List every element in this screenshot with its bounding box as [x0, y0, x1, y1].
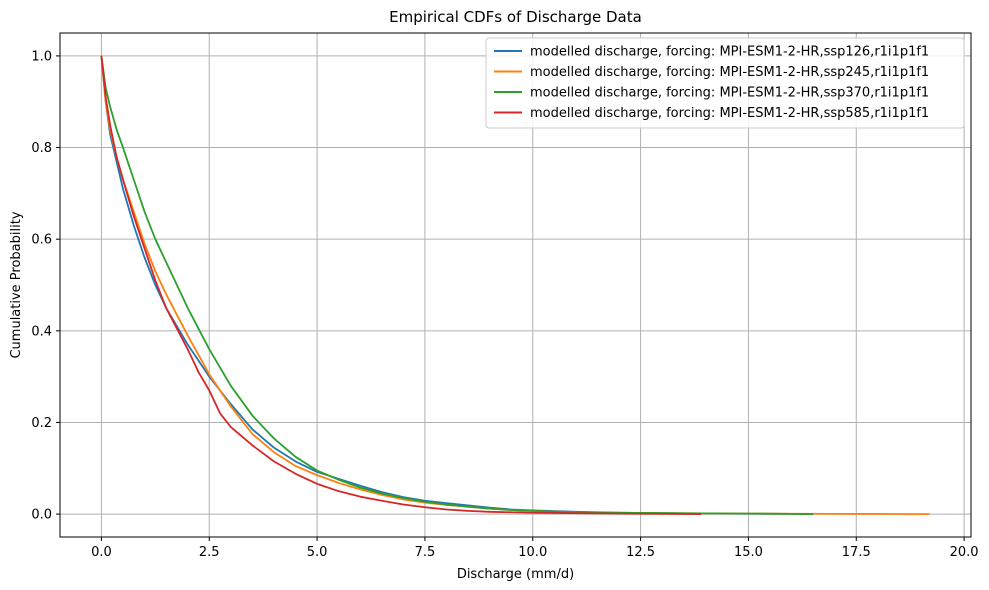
x-tick-label: 12.5 [626, 545, 655, 560]
x-tick-label: 5.0 [307, 545, 328, 560]
plot-frame [59, 32, 972, 538]
axis-ticks: 0.0 2.5 5.0 7.5 10.0 12.5 15.0 17.5 20.0 0.0 0.2 0.… [31, 49, 978, 560]
x-tick-label: 10.0 [518, 545, 547, 560]
x-tick-label: 2.5 [199, 545, 220, 560]
legend-label: modelled discharge, forcing: MPI-ESM1-2-… [530, 86, 929, 101]
x-tick-label: 15.0 [734, 545, 763, 560]
chart-title: Empirical CDFs of Discharge Data [389, 8, 642, 26]
x-tick-label: 7.5 [415, 545, 436, 560]
x-axis-title: Discharge (mm/d) [457, 567, 574, 582]
series-line-4 [100, 55, 701, 515]
y-tick-label: 0.4 [31, 324, 52, 339]
series-line-3 [100, 55, 814, 515]
y-tick-label: 1.0 [31, 49, 52, 64]
y-tick-label: 0.0 [31, 508, 52, 523]
y-tick-label: 0.8 [31, 141, 52, 156]
legend: modelled discharge, forcing: MPI-ESM1-2-… [485, 37, 965, 129]
legend-label: modelled discharge, forcing: MPI-ESM1-2-… [530, 106, 929, 121]
y-tick-label: 0.6 [31, 233, 52, 248]
x-tick-label: 17.5 [842, 545, 871, 560]
legend-box [485, 37, 965, 129]
x-tick-label: 20.0 [950, 545, 979, 560]
series-lines [100, 55, 930, 515]
y-axis-title: Cumulative Probability [9, 211, 24, 358]
legend-label: modelled discharge, forcing: MPI-ESM1-2-… [530, 45, 929, 60]
y-tick-label: 0.2 [31, 416, 52, 431]
x-tick-label: 0.0 [91, 545, 112, 560]
legend-label: modelled discharge, forcing: MPI-ESM1-2-… [530, 65, 929, 80]
